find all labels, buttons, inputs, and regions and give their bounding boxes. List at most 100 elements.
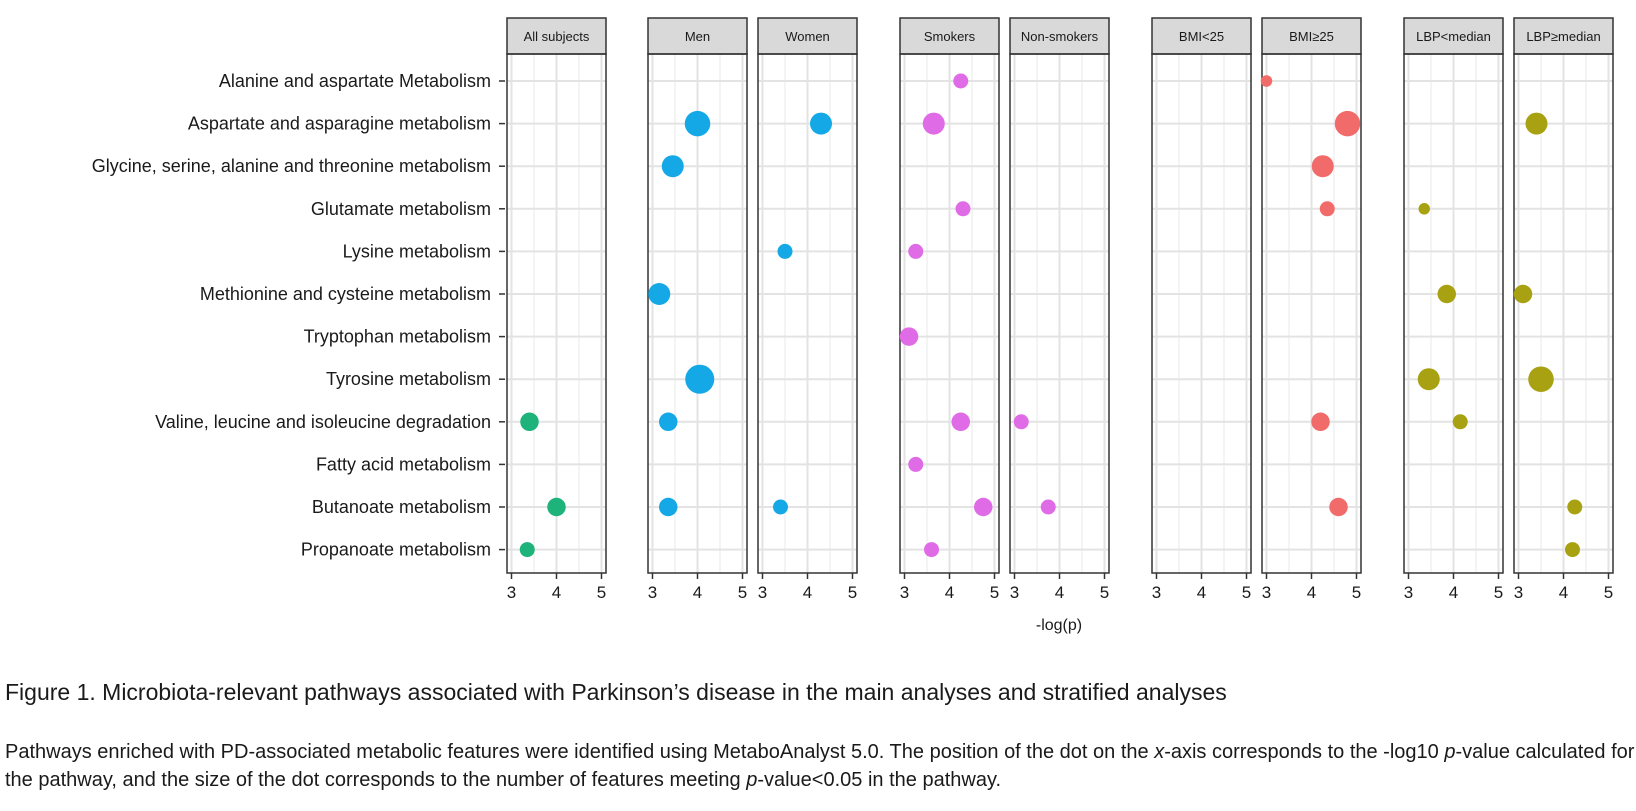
data-point-smokers — [908, 243, 924, 259]
figure-caption-title: Figure 1. Microbiota-relevant pathways a… — [5, 679, 1227, 705]
data-point-bmi-25 — [1311, 412, 1330, 432]
x-tick-label: 5 — [738, 583, 747, 602]
data-point-non-smokers — [1013, 414, 1029, 430]
caption-segment: -value<0.05 in the pathway. — [757, 769, 1002, 792]
x-tick-label: 4 — [1055, 583, 1064, 602]
data-point-bmi-25 — [1260, 75, 1273, 87]
caption-segment: -value calculated for the pathway, and t… — [5, 741, 1635, 792]
x-tick-label: 5 — [1100, 583, 1109, 602]
data-point-smokers — [908, 456, 924, 472]
y-axis-label: Butanoate metabolism — [312, 497, 491, 517]
data-point-smokers — [955, 201, 971, 217]
x-tick-label: 3 — [758, 583, 767, 602]
data-point-women — [810, 112, 832, 135]
data-point-women — [773, 499, 788, 515]
facet-strip-bmi-25 — [1151, 17, 1252, 55]
x-tick-label: 3 — [1152, 583, 1161, 602]
data-point-all-subjects — [547, 497, 566, 517]
caption-italic-segment: p — [746, 769, 758, 792]
data-point-bmi-25 — [1311, 155, 1334, 178]
chart-svg: Alanine and aspartate Metabolism Aspartat… — [92, 17, 1614, 634]
facet-strip-label: LBP≥median — [1526, 29, 1600, 44]
facet-strip-label: Women — [785, 29, 830, 44]
facet-strip-smokers — [899, 17, 1000, 55]
x-tick-label: 3 — [1514, 583, 1523, 602]
data-point-smokers — [974, 497, 993, 517]
facet-strip-lbp-median — [1403, 17, 1504, 55]
x-tick-label: 4 — [803, 583, 812, 602]
data-point-non-smokers — [1040, 499, 1056, 515]
facet-strip-label: LBP<median — [1416, 29, 1491, 44]
x-tick-label: 5 — [1242, 583, 1251, 602]
data-point-men — [648, 283, 671, 305]
y-axis-label: Glycine, serine, alanine and threonine m… — [92, 156, 491, 176]
caption-segment: -axis corresponds to the -log10 — [1164, 741, 1445, 763]
data-point-all-subjects — [519, 542, 535, 558]
data-point-smokers — [922, 112, 945, 135]
facet-strip-label: Non-smokers — [1021, 29, 1099, 44]
x-tick-label: 5 — [1604, 583, 1613, 602]
figure-caption-body: Pathways enriched with PD-associated met… — [5, 738, 1635, 795]
faceted-dot-chart: Alanine and aspartate Metabolism Aspartat… — [92, 17, 1614, 634]
data-point-lbp-median — [1418, 203, 1430, 215]
data-point-men — [661, 155, 684, 178]
x-tick-label: 4 — [1449, 583, 1458, 602]
data-point-lbp-median — [1513, 284, 1533, 304]
y-axis-label: Valine, leucine and isoleucine degradati… — [155, 412, 491, 432]
x-tick-label: 3 — [900, 583, 909, 602]
x-tick-label: 5 — [990, 583, 999, 602]
x-tick-label: 4 — [945, 583, 954, 602]
facet-strip-label: Men — [685, 29, 710, 44]
x-tick-label: 3 — [1262, 583, 1271, 602]
y-axis-label: Aspartate and asparagine metabolism — [188, 114, 491, 134]
x-tick-label: 4 — [552, 583, 561, 602]
data-point-bmi-25 — [1319, 201, 1335, 217]
data-point-lbp-median — [1452, 414, 1468, 430]
facet-strip-label: BMI<25 — [1179, 29, 1224, 44]
x-tick-label: 5 — [1352, 583, 1361, 602]
data-point-bmi-25 — [1329, 497, 1348, 517]
facet-strip-label: BMI≥25 — [1289, 29, 1334, 44]
data-point-lbp-median — [1437, 284, 1456, 304]
data-point-smokers — [953, 73, 969, 89]
caption-italic-segment: x — [1154, 741, 1165, 763]
data-point-women — [777, 243, 793, 259]
caption-italic-segment: p — [1444, 741, 1456, 763]
data-point-lbp-median — [1417, 368, 1440, 391]
data-point-men — [685, 364, 715, 394]
y-axis-label: Fatty acid metabolism — [316, 454, 491, 474]
y-axis-label: Glutamate metabolism — [311, 199, 491, 219]
data-point-lbp-median — [1528, 366, 1554, 392]
data-point-all-subjects — [520, 412, 539, 432]
facet-strip-all-subjects — [506, 17, 607, 55]
facet-strip-non-smokers — [1009, 17, 1110, 55]
caption-segment: Pathways enriched with PD-associated met… — [5, 741, 1155, 763]
facet-strip-label: All subjects — [524, 29, 590, 44]
y-axis-label: Lysine metabolism — [343, 241, 491, 261]
y-axis-label: Propanoate metabolism — [301, 540, 491, 560]
x-tick-label: 4 — [1307, 583, 1316, 602]
data-point-smokers — [924, 542, 939, 558]
x-tick-label: 3 — [507, 583, 516, 602]
data-point-men — [684, 110, 711, 137]
x-tick-label: 5 — [1494, 583, 1503, 602]
x-tick-label: 4 — [1559, 583, 1568, 602]
x-tick-label: 4 — [1197, 583, 1206, 602]
facet-strip-bmi-25 — [1261, 17, 1362, 55]
x-tick-label: 3 — [1404, 583, 1413, 602]
data-point-smokers — [899, 327, 919, 346]
x-tick-label: 5 — [597, 583, 606, 602]
data-point-bmi-25 — [1334, 110, 1361, 137]
facet-strip-label: Smokers — [924, 29, 976, 44]
y-axis-label: Alanine and aspartate Metabolism — [219, 71, 491, 91]
y-axis-label: Methionine and cysteine metabolism — [200, 284, 491, 304]
y-axis-label: Tyrosine metabolism — [326, 369, 491, 389]
facet-strip-lbp-median — [1513, 17, 1614, 55]
data-point-lbp-median — [1567, 499, 1583, 515]
x-tick-label: 3 — [648, 583, 657, 602]
data-point-men — [659, 412, 678, 432]
data-point-lbp-median — [1565, 542, 1580, 558]
x-axis-title: -log(p) — [1036, 617, 1082, 634]
data-point-men — [659, 497, 678, 517]
x-tick-label: 3 — [1010, 583, 1019, 602]
